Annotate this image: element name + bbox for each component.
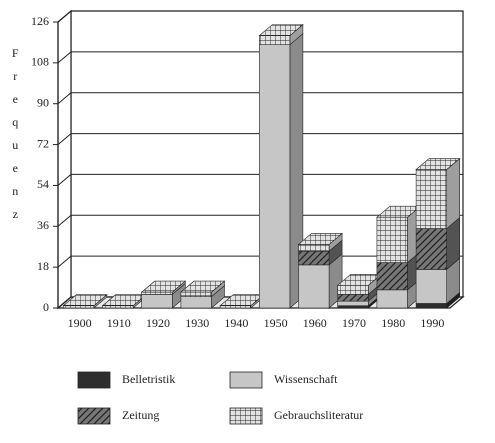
grid-line <box>57 214 463 227</box>
bar-top-pattern <box>141 281 186 293</box>
x-tick-label: 1950 <box>264 316 288 330</box>
side-wall <box>57 9 72 310</box>
bar-top-pattern <box>376 206 421 218</box>
y-tick-label: 18 <box>37 259 49 273</box>
bar-pattern <box>180 292 212 297</box>
x-tick-label: 1990 <box>420 316 444 330</box>
bar-segment <box>415 269 447 304</box>
x-tick-label: 1960 <box>303 316 327 330</box>
bar-pattern <box>298 244 330 252</box>
y-tick-label: 72 <box>37 136 49 150</box>
bar-segment <box>180 296 212 309</box>
legend-label: Belletristik <box>122 372 175 386</box>
grid-line <box>57 133 463 145</box>
bar-top-pattern <box>102 294 147 306</box>
bar-side <box>446 157 460 230</box>
y-tick-label: 90 <box>37 95 49 109</box>
bar-top-pattern <box>416 158 460 170</box>
legend-label: Zeitung <box>122 408 159 422</box>
y-tick-label: 108 <box>31 55 49 69</box>
y-tick-label: 54 <box>37 177 49 191</box>
bar-pattern <box>259 35 290 45</box>
y-axis-label: Frequenz <box>8 46 22 230</box>
y-tick-label: 126 <box>31 14 49 28</box>
bar-segment <box>141 294 173 309</box>
bar-segment <box>415 303 447 309</box>
x-tick-label: 1920 <box>146 316 170 330</box>
bar-pattern <box>376 217 408 263</box>
legend-label: Gebrauchsliteratur <box>274 408 363 422</box>
grid-line <box>57 51 463 64</box>
x-tick-label: 1910 <box>107 316 131 330</box>
bar-top-pattern <box>298 233 343 245</box>
x-tick-label: 1980 <box>381 316 405 330</box>
grid-line <box>57 10 463 23</box>
bar-segment <box>337 305 369 309</box>
x-tick-label: 1970 <box>342 316 366 330</box>
bar-pattern <box>298 251 330 265</box>
legend-swatch <box>229 371 263 389</box>
bar-pattern <box>416 228 447 270</box>
x-tick-label: 1940 <box>224 316 248 330</box>
bar-pattern <box>141 292 173 295</box>
bar-pattern <box>376 262 408 290</box>
grid-line <box>57 173 463 186</box>
bar-top-pattern <box>337 274 382 286</box>
bar-pattern <box>337 294 369 302</box>
y-tick-label: 0 <box>43 300 49 314</box>
bar-segment <box>376 289 408 309</box>
bar-pattern <box>220 305 251 308</box>
x-tick-label: 1930 <box>185 316 209 330</box>
legend-pattern <box>78 408 110 424</box>
grid-line <box>57 92 463 105</box>
x-tick-label: 1900 <box>68 316 92 330</box>
bar-segment <box>337 300 369 307</box>
bar-top-pattern <box>180 281 225 293</box>
legend-pattern <box>230 408 262 424</box>
bar-pattern <box>416 169 447 229</box>
legend-label: Wissenschaft <box>274 372 338 386</box>
bar-pattern <box>63 305 94 308</box>
bar-top-pattern <box>63 294 107 306</box>
bar-segment <box>298 264 330 309</box>
bar-pattern <box>102 305 134 308</box>
bar-pattern <box>337 285 369 295</box>
bar-top-pattern <box>220 294 264 306</box>
legend-swatch <box>77 371 111 389</box>
y-tick-label: 36 <box>37 218 49 232</box>
bar-top-pattern <box>259 24 303 36</box>
bar-segment <box>259 44 291 309</box>
